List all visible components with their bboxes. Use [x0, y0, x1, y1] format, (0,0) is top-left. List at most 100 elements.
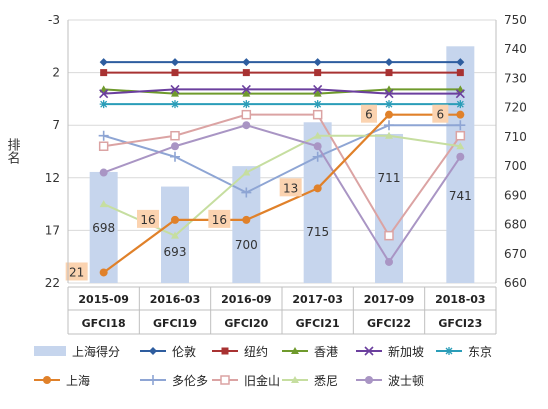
line-marker — [384, 230, 394, 241]
category-date-label: 2016-03 — [150, 293, 201, 306]
line-marker — [313, 89, 322, 97]
line-marker — [455, 89, 465, 99]
category-date-label: 2018-03 — [435, 293, 486, 306]
line-marker — [455, 120, 466, 131]
legend-label: 多伦多 — [172, 373, 208, 388]
right-tick-label: 750 — [504, 13, 527, 27]
series-line — [103, 113, 461, 274]
rank-label: 6 — [437, 108, 445, 122]
line-marker — [220, 375, 230, 385]
category-edition-label: GFCI23 — [438, 317, 482, 330]
right-tick-label: 700 — [504, 159, 527, 173]
right-tick-label: 670 — [504, 247, 527, 261]
line-marker — [171, 142, 179, 151]
line-marker — [100, 69, 108, 77]
legend-label: 香港 — [314, 345, 338, 359]
line-marker — [365, 376, 373, 384]
line-marker — [99, 58, 108, 67]
rank-label: 16 — [212, 213, 227, 227]
line-marker — [456, 69, 464, 77]
line-marker — [385, 69, 393, 77]
category-table: 2015-09 GFCI18 2016-03 GFCI19 2016-09 GFCI20 2… — [67, 286, 497, 335]
line-marker — [171, 89, 179, 97]
line-marker — [455, 130, 466, 141]
right-tick-label: 720 — [504, 101, 527, 115]
legend-label: 悉尼 — [314, 374, 338, 388]
rank-label: 6 — [365, 108, 373, 122]
line-marker — [384, 120, 394, 131]
line-marker — [242, 121, 251, 130]
line-marker — [385, 110, 393, 119]
line-marker — [385, 131, 393, 139]
series-line — [103, 134, 461, 237]
left-tick-label: 2 — [52, 66, 60, 80]
left-tick-label: 12 — [45, 171, 60, 185]
line-marker — [99, 168, 108, 177]
rank-label: 13 — [283, 181, 298, 195]
line-marker — [291, 376, 299, 383]
rank-label: 16 — [140, 213, 155, 227]
rank-label-box — [65, 262, 88, 281]
line-marker — [148, 375, 158, 385]
right-tick-label: 690 — [504, 188, 527, 202]
data-labels: 698 693 700 715 711 741 21 16 16 13 6 6 — [65, 104, 472, 281]
line-marker — [99, 89, 109, 99]
left-tick-label: 22 — [45, 276, 60, 290]
line-marker — [242, 58, 251, 67]
line-marker — [456, 100, 465, 109]
line-marker — [242, 89, 251, 97]
bar-value-label: 693 — [164, 245, 187, 259]
line-marker — [43, 376, 51, 384]
category-edition-label: GFCI22 — [367, 317, 411, 330]
left-tick-label: 7 — [52, 118, 60, 132]
line-marker — [313, 131, 322, 139]
line-marker — [445, 347, 453, 355]
line-marker — [313, 58, 322, 67]
rank-label-box — [137, 209, 159, 228]
line-marker — [242, 69, 250, 77]
line-marker — [171, 231, 179, 239]
line-marker — [171, 69, 179, 77]
right-tick-label: 680 — [504, 218, 527, 232]
right-tick-label: 740 — [504, 42, 527, 56]
line-marker — [456, 152, 465, 161]
bar-series — [89, 46, 475, 284]
bar-value-label: 698 — [92, 221, 115, 235]
line-marker — [385, 257, 393, 266]
rank-label-box — [208, 209, 231, 228]
legend-label: 上海 — [66, 373, 90, 388]
legend-label: 东京 — [468, 345, 492, 359]
bar-value-label: 711 — [378, 171, 401, 185]
legend-swatch — [34, 346, 66, 356]
line-marker — [456, 58, 465, 67]
line-marker — [456, 142, 465, 150]
line-marker — [385, 100, 393, 109]
rank-label: 21 — [69, 265, 84, 279]
category-edition-label: GFCI19 — [153, 317, 197, 330]
line-marker — [314, 69, 322, 77]
line-marker — [456, 110, 465, 119]
line-marker — [149, 347, 157, 355]
bar-value-label: 741 — [449, 189, 472, 203]
line-marker — [242, 168, 251, 176]
line-marker — [99, 200, 108, 208]
legend-label: 波士顿 — [388, 374, 424, 388]
category-date-label: 2015-09 — [78, 293, 129, 306]
line-marker — [241, 84, 251, 94]
category-date-label: 2016-09 — [221, 293, 272, 306]
gridlines — [68, 19, 496, 284]
left-tick-label: -3 — [48, 13, 60, 27]
legend-label: 上海得分 — [72, 344, 120, 359]
category-date-label: 2017-03 — [292, 293, 343, 306]
legend-label: 纽约 — [244, 344, 268, 359]
rank-label-box — [361, 104, 377, 123]
series-line — [103, 113, 462, 238]
score-bar — [232, 166, 261, 283]
line-marker — [242, 215, 251, 224]
line-marker — [170, 84, 180, 94]
line-marker — [99, 268, 108, 277]
line-marker — [221, 347, 229, 355]
line-marker — [312, 151, 323, 162]
line-marker — [313, 184, 322, 193]
